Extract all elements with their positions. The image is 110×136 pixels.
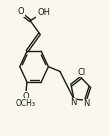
Text: OCH₃: OCH₃ <box>16 98 36 108</box>
Text: N: N <box>70 98 76 107</box>
Text: OH: OH <box>37 8 50 17</box>
Text: O: O <box>17 7 24 16</box>
Text: N: N <box>83 99 90 108</box>
Text: O: O <box>22 92 29 101</box>
Text: Cl: Cl <box>77 68 86 77</box>
